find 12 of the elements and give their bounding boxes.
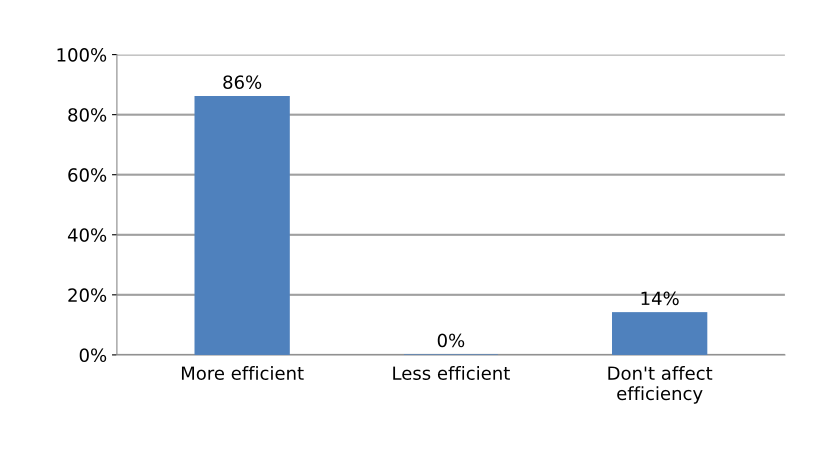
x-tick-label: More efficient [182, 366, 304, 380]
x-tick-label: Less efficient [393, 366, 510, 380]
y-tick-label: 0% [80, 348, 106, 362]
data-label: 0% [438, 334, 464, 348]
data-label: 14% [642, 292, 679, 306]
y-tick-label: 80% [68, 108, 106, 122]
y-tick-label: 20% [68, 288, 106, 302]
y-tick-label: 40% [68, 228, 106, 242]
x-tick-label: Don't affect efficiency [608, 366, 712, 404]
data-label: 86% [223, 75, 262, 89]
y-tick-label: 100% [58, 48, 106, 62]
y-tick-label: 60% [68, 168, 106, 182]
